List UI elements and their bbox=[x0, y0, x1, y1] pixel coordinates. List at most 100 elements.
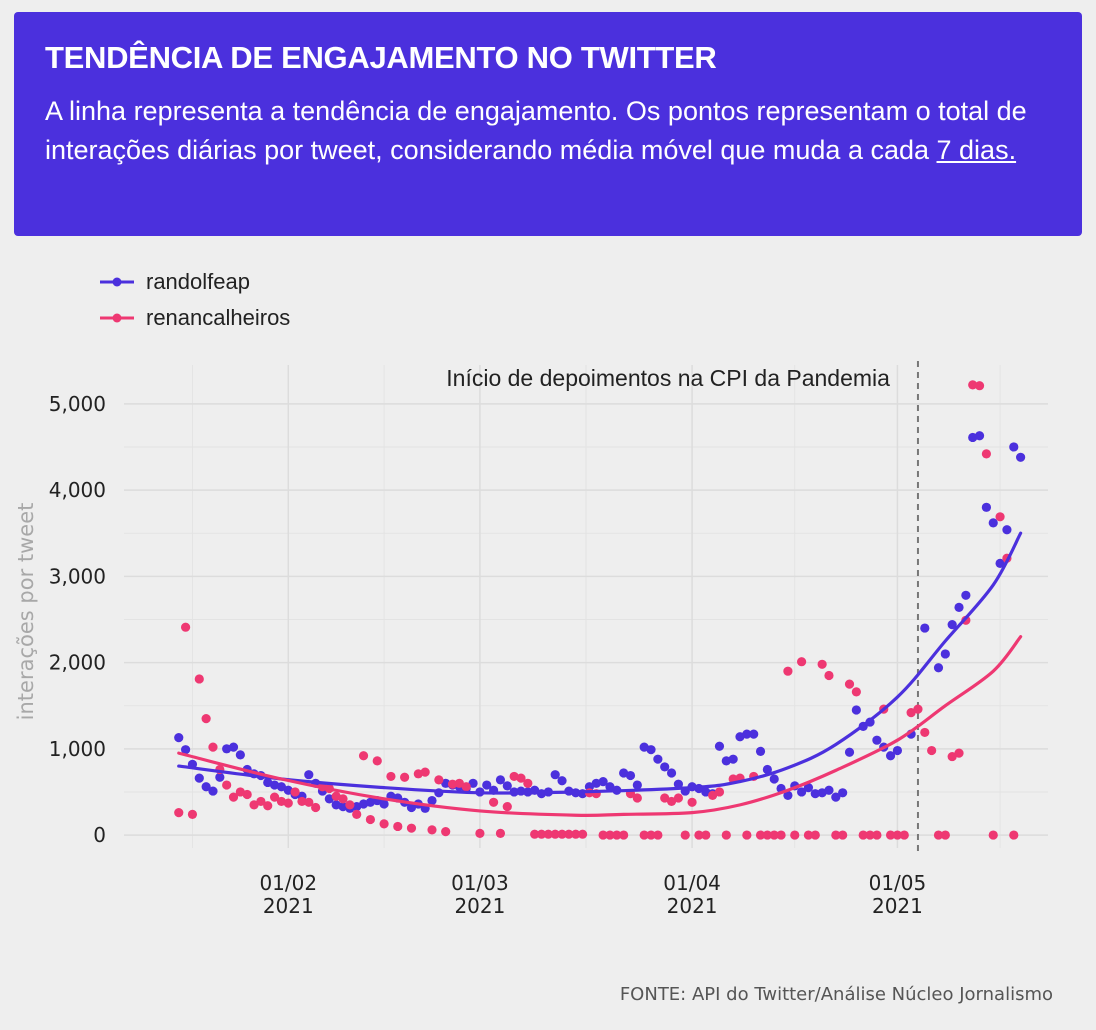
data-point bbox=[304, 770, 314, 780]
legend-item-renancalheiros: renancalheiros bbox=[100, 300, 290, 336]
data-point bbox=[495, 775, 506, 785]
data-point bbox=[311, 802, 321, 813]
scatter-chart: 01,0002,0003,0004,0005,00001/02202101/03… bbox=[14, 361, 1048, 918]
subtitle-link[interactable]: 7 dias. bbox=[936, 135, 1017, 165]
data-point bbox=[940, 830, 950, 840]
x-tick-label-year: 2021 bbox=[872, 894, 923, 918]
data-point bbox=[913, 704, 923, 714]
data-point bbox=[769, 774, 779, 784]
data-point bbox=[714, 741, 725, 751]
data-point bbox=[386, 771, 396, 782]
data-point bbox=[742, 729, 752, 739]
data-point bbox=[714, 787, 725, 797]
data-point bbox=[954, 602, 964, 612]
data-point bbox=[181, 745, 191, 755]
data-point bbox=[571, 829, 581, 839]
data-point bbox=[461, 782, 471, 792]
data-point bbox=[865, 830, 875, 840]
annotation-label: Início de depoimentos na CPI da Pandemia bbox=[446, 365, 890, 391]
data-point bbox=[783, 790, 793, 800]
data-point bbox=[790, 830, 800, 840]
data-point bbox=[639, 830, 649, 840]
legend-label-renancalheiros: renancalheiros bbox=[146, 305, 291, 330]
data-point bbox=[810, 830, 820, 840]
chart-title: TENDÊNCIA DE ENGAJAMENTO NO TWITTER bbox=[45, 40, 717, 75]
legend-key-renancalheiros bbox=[100, 313, 134, 323]
data-point bbox=[201, 782, 211, 792]
data-point bbox=[892, 830, 903, 840]
data-point bbox=[495, 828, 506, 838]
data-point bbox=[187, 809, 198, 819]
data-point bbox=[1002, 525, 1012, 535]
chart-subtitle: A linha representa a tendência de engaja… bbox=[45, 92, 1075, 170]
data-point bbox=[954, 748, 964, 758]
data-point bbox=[612, 830, 622, 840]
data-point bbox=[974, 431, 985, 441]
data-point bbox=[290, 787, 300, 797]
data-point bbox=[824, 670, 834, 681]
data-point bbox=[783, 666, 793, 676]
data-point bbox=[981, 502, 992, 512]
data-point bbox=[755, 830, 766, 840]
data-point bbox=[995, 512, 1005, 522]
data-point bbox=[208, 742, 218, 752]
y-tick-label: 2,000 bbox=[49, 651, 106, 675]
data-point bbox=[242, 789, 252, 800]
data-point bbox=[598, 776, 608, 787]
data-point bbox=[844, 747, 855, 757]
data-point bbox=[927, 745, 937, 756]
data-point bbox=[988, 830, 998, 840]
data-point bbox=[872, 830, 882, 840]
data-point bbox=[673, 793, 684, 803]
data-point bbox=[338, 794, 348, 804]
data-point bbox=[1016, 452, 1026, 462]
legend-label-randolfeap: randolfeap bbox=[146, 269, 250, 294]
series-points-renancalheiros bbox=[174, 380, 1019, 840]
data-point bbox=[379, 799, 389, 809]
data-point bbox=[550, 829, 560, 839]
data-point bbox=[447, 779, 458, 789]
data-point bbox=[379, 819, 389, 829]
data-point bbox=[1009, 442, 1019, 452]
legend-item-randolfeap: randolfeap bbox=[100, 264, 290, 300]
data-point bbox=[885, 830, 896, 840]
data-point bbox=[441, 827, 451, 837]
data-point bbox=[372, 756, 382, 766]
data-point bbox=[632, 780, 642, 790]
data-point bbox=[762, 764, 772, 775]
x-tick-label: 01/05 bbox=[869, 871, 927, 895]
data-point bbox=[263, 801, 273, 811]
data-point bbox=[838, 788, 848, 798]
data-point bbox=[482, 780, 492, 790]
data-point bbox=[721, 830, 731, 840]
data-point bbox=[899, 830, 909, 840]
data-point bbox=[810, 789, 820, 799]
y-tick-label: 0 bbox=[93, 823, 106, 847]
data-point bbox=[762, 830, 772, 840]
y-tick-label: 1,000 bbox=[49, 737, 106, 761]
data-point bbox=[235, 750, 245, 760]
data-point bbox=[974, 381, 985, 391]
data-point bbox=[181, 622, 191, 632]
data-point bbox=[605, 830, 615, 840]
x-tick-label-year: 2021 bbox=[454, 894, 505, 918]
data-point bbox=[489, 797, 499, 807]
data-point bbox=[666, 768, 677, 778]
data-point bbox=[755, 746, 766, 757]
data-point bbox=[557, 829, 567, 839]
data-point bbox=[680, 830, 690, 840]
data-point bbox=[858, 830, 868, 840]
data-point bbox=[803, 830, 814, 840]
data-point bbox=[646, 745, 656, 755]
data-point bbox=[824, 785, 834, 795]
data-point bbox=[653, 754, 663, 764]
data-point bbox=[653, 830, 663, 840]
data-point bbox=[249, 800, 259, 810]
data-point bbox=[687, 797, 697, 807]
data-point bbox=[352, 809, 362, 819]
data-point bbox=[406, 802, 417, 813]
y-axis-label: interações por tweet bbox=[14, 503, 38, 721]
data-point bbox=[933, 830, 944, 840]
trend-line-randolfeap bbox=[177, 531, 1023, 795]
data-point bbox=[838, 830, 848, 840]
